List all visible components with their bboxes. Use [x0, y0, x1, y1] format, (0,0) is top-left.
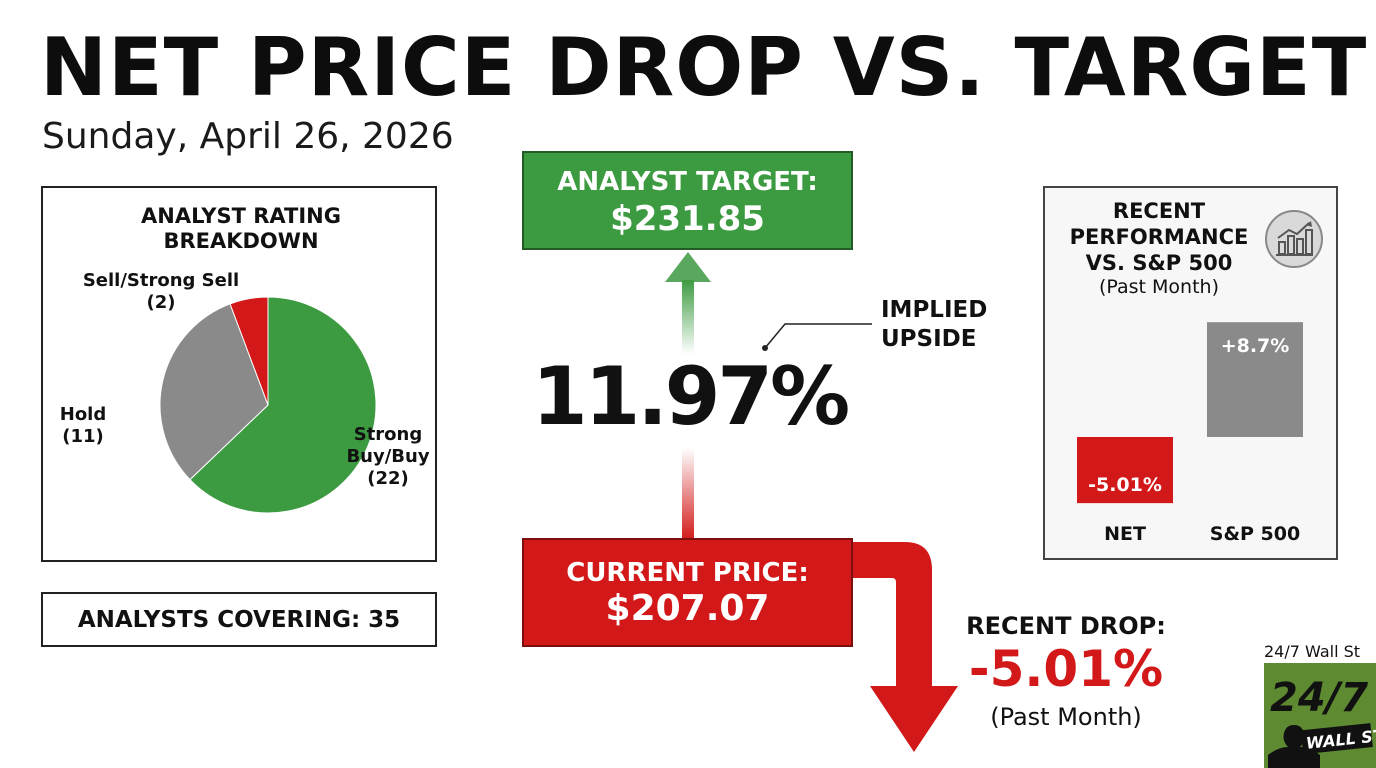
recent-drop-value: -5.01%: [968, 640, 1164, 698]
analyst-target-label: ANALYST TARGET:: [557, 167, 818, 197]
analyst-target-box: ANALYST TARGET: $231.85: [522, 151, 853, 250]
pie-title-line2: BREAKDOWN: [163, 229, 319, 253]
pie-label-buy-name2: Buy/Buy: [346, 446, 430, 467]
pie-label-hold-count: (11): [62, 426, 104, 447]
performance-title-line3: VS. S&P 500: [1085, 251, 1233, 275]
performance-panel: RECENT PERFORMANCE VS. S&P 500 (Past Mon…: [1043, 186, 1338, 560]
bar-category-0: NET: [1104, 523, 1146, 545]
implied-upside-label-line2: UPSIDE: [881, 326, 977, 352]
current-price-box: CURRENT PRICE: $207.07: [522, 538, 853, 647]
bar-sp500: [1207, 322, 1303, 437]
current-price-value: $207.07: [605, 588, 770, 629]
drop-arrow: [852, 542, 958, 752]
up-arrow-head: [665, 252, 711, 282]
implied-upside-label-line1: IMPLIED: [881, 297, 988, 323]
performance-subtitle: (Past Month): [1098, 276, 1219, 298]
bar-chart-icon: [1265, 210, 1323, 268]
analysts-covering-box: ANALYSTS COVERING: 35: [41, 592, 437, 647]
wallst-logo: 24/7 WALL ST: [1264, 663, 1376, 768]
page-title: NET PRICE DROP VS. TARGET: [40, 21, 1368, 114]
recent-drop-label: RECENT DROP:: [966, 612, 1166, 640]
date-subtitle: Sunday, April 26, 2026: [42, 116, 454, 157]
pie-label-buy-count: (22): [367, 468, 409, 489]
pie-label-buy: Strong Buy/Buy (22): [343, 424, 433, 490]
implied-upside-label: IMPLIED UPSIDE: [881, 296, 987, 354]
pie-label-sell-count: (2): [146, 292, 176, 313]
pie-label-sell-name: Sell/Strong Sell: [82, 270, 240, 291]
pie-title: ANALYST RATING BREAKDOWN: [43, 204, 439, 254]
analyst-target-value: $231.85: [610, 199, 765, 239]
logo-big-text: 24/7: [1270, 675, 1368, 721]
bar-category-1: S&P 500: [1210, 523, 1300, 545]
drop-arrow-shape: [852, 542, 958, 752]
pie-label-hold-name: Hold: [59, 404, 107, 425]
pie-label-buy-name1: Strong: [353, 424, 423, 445]
bar-label-sp500: +8.7%: [1221, 335, 1290, 357]
up-arrow-shaft: [682, 280, 694, 354]
implied-upside-value: 11.97%: [532, 350, 850, 443]
up-arrow: [665, 252, 711, 354]
pie-slice-strong-buy: [189, 296, 377, 514]
pie-chart: [159, 296, 377, 514]
pie-slice-hold: [159, 303, 269, 481]
down-connector: [682, 448, 694, 540]
upside-leader: [762, 323, 872, 351]
pie-label-hold: Hold (11): [53, 404, 113, 448]
bar-label-net: -5.01%: [1088, 474, 1162, 496]
current-price-label: CURRENT PRICE:: [566, 558, 809, 588]
performance-title: RECENT PERFORMANCE VS. S&P 500: [1045, 198, 1273, 276]
performance-bar-chart: -5.01% NET +8.7% S&P 500: [1077, 322, 1303, 545]
pie-label-sell: Sell/Strong Sell (2): [61, 270, 261, 314]
bar-net: [1077, 437, 1173, 504]
pie-title-line1: ANALYST RATING: [141, 204, 341, 228]
recent-drop-period: (Past Month): [990, 703, 1142, 731]
logo-caption: 24/7 Wall St: [1264, 642, 1361, 661]
performance-title-line1: RECENT: [1112, 199, 1206, 223]
performance-title-line2: PERFORMANCE: [1069, 225, 1249, 249]
rating-breakdown-panel: ANALYST RATING BREAKDOWN Sell/Strong Sel…: [41, 186, 437, 562]
pie-slice-sell: [229, 296, 269, 406]
